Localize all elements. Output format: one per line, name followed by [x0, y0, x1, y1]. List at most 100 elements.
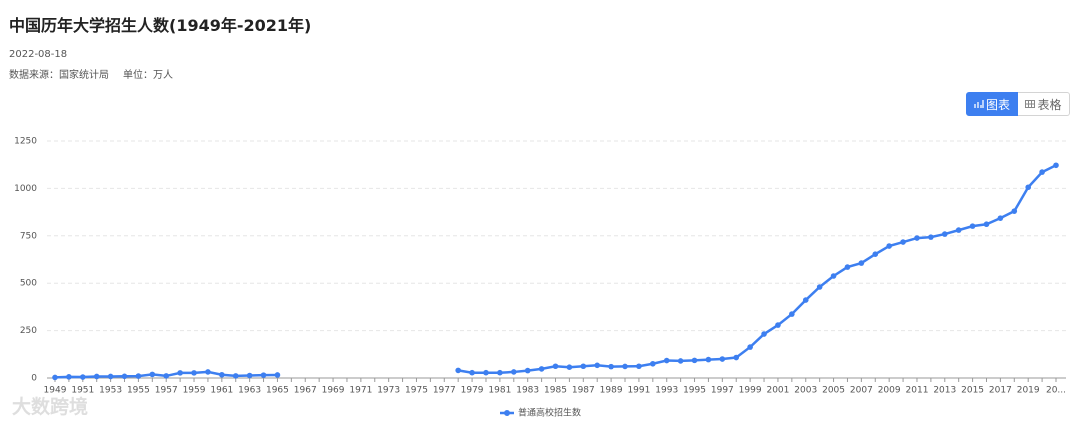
x-tick-label: 1977 — [433, 386, 456, 396]
source: 数据来源：国家统计局 — [9, 70, 109, 81]
x-tick-label: 2003 — [794, 386, 817, 396]
data-point — [524, 367, 531, 374]
data-point — [232, 373, 239, 379]
data-point — [246, 372, 253, 379]
chart-title: 中国历年大学招生人数(1949年-2021年) — [9, 16, 312, 35]
x-tick-label: 1963 — [238, 386, 261, 396]
x-tick-label: 1993 — [655, 386, 678, 396]
data-point — [928, 234, 934, 240]
data-point — [594, 362, 601, 369]
data-point — [789, 311, 795, 317]
x-tick-label: 2015 — [961, 386, 984, 396]
x-tick-label: 1989 — [600, 386, 623, 396]
data-point — [483, 369, 489, 376]
date: 2022-08-18 — [9, 49, 68, 60]
table-icon — [1025, 100, 1036, 108]
data-point — [469, 369, 475, 376]
data-point — [705, 356, 712, 363]
legend-dot — [504, 410, 510, 416]
x-tick-label: 1975 — [405, 386, 428, 396]
x-tick-label: 1949 — [44, 386, 67, 396]
x-tick-label: 1951 — [71, 386, 94, 396]
x-tick-label: 1961 — [210, 386, 233, 396]
unit: 单位：万人 — [123, 70, 173, 81]
x-tick-label: 1985 — [544, 386, 567, 396]
data-point — [1011, 208, 1018, 214]
data-point — [914, 235, 920, 241]
data-point — [719, 356, 726, 362]
data-point — [1039, 169, 1045, 175]
x-tick-label: 1953 — [99, 386, 122, 396]
x-tick-label: 1991 — [627, 386, 650, 396]
data-point — [80, 374, 86, 380]
x-tick-label: 2009 — [878, 386, 901, 396]
table-view-button[interactable]: 表格 — [1018, 92, 1070, 116]
data-point — [872, 251, 879, 257]
data-point — [677, 358, 684, 364]
x-tick-label: 1957 — [155, 386, 178, 396]
data-point — [177, 370, 183, 376]
x-tick-label: 20... — [1046, 386, 1066, 396]
data-point — [205, 369, 211, 375]
y-tick-label: 1000 — [14, 184, 37, 194]
x-tick-label: 1965 — [266, 386, 289, 396]
data-point — [135, 373, 142, 379]
data-point — [260, 372, 267, 378]
button-label: 表格 — [1037, 97, 1062, 112]
data-point — [775, 322, 781, 328]
x-tick-label: 1971 — [349, 386, 372, 396]
x-tick-label: 2005 — [822, 386, 845, 396]
x-tick-label: 2017 — [989, 386, 1012, 396]
data-point — [663, 357, 670, 364]
x-tick-label: 1959 — [183, 386, 206, 396]
watermark: 大数跨境 — [12, 396, 89, 418]
data-point — [691, 357, 698, 364]
x-tick-label: 1997 — [711, 386, 734, 396]
data-point — [66, 374, 72, 380]
x-tick-label: 1973 — [377, 386, 400, 396]
data-point — [121, 373, 128, 380]
data-point — [900, 239, 906, 245]
x-tick-label: 1969 — [322, 386, 345, 396]
data-point — [802, 297, 809, 303]
data-point — [636, 363, 642, 370]
data-point — [941, 231, 948, 237]
data-point — [538, 366, 545, 372]
x-tick-label: 1967 — [294, 386, 317, 396]
y-tick-label: 500 — [20, 279, 37, 289]
y-tick-label: 750 — [20, 231, 37, 241]
data-point — [844, 264, 851, 270]
data-point — [858, 260, 865, 266]
data-point — [510, 369, 517, 375]
data-point — [163, 373, 170, 379]
legend-label: 普通高校招生数 — [518, 407, 581, 419]
data-point — [733, 354, 740, 361]
data-point — [955, 227, 962, 233]
x-tick-label: 2019 — [1017, 386, 1040, 396]
data-point — [274, 372, 281, 378]
data-point — [816, 284, 823, 290]
chart-view-button[interactable]: 图表 — [966, 92, 1018, 116]
x-tick-label: 1981 — [488, 386, 511, 396]
data-point — [219, 371, 225, 378]
data-point — [747, 344, 753, 350]
data-point — [622, 363, 628, 370]
source-line: 数据来源：国家统计局 单位：万人 — [9, 66, 173, 81]
x-tick-label: 2001 — [766, 386, 789, 396]
data-point — [997, 215, 1004, 221]
data-point — [107, 373, 114, 380]
data-point — [1025, 184, 1031, 191]
x-tick-label: 2011 — [906, 386, 929, 396]
x-tick-label: 2007 — [850, 386, 873, 396]
y-tick-label: 0 — [31, 374, 37, 384]
data-point — [52, 374, 58, 381]
x-tick-label: 1955 — [127, 386, 150, 396]
x-tick-label: 1987 — [572, 386, 595, 396]
x-tick-label: 1995 — [683, 386, 706, 396]
series-line — [54, 164, 1057, 379]
data-point — [191, 370, 197, 376]
y-tick-label: 1250 — [14, 137, 37, 147]
data-point — [969, 223, 976, 229]
